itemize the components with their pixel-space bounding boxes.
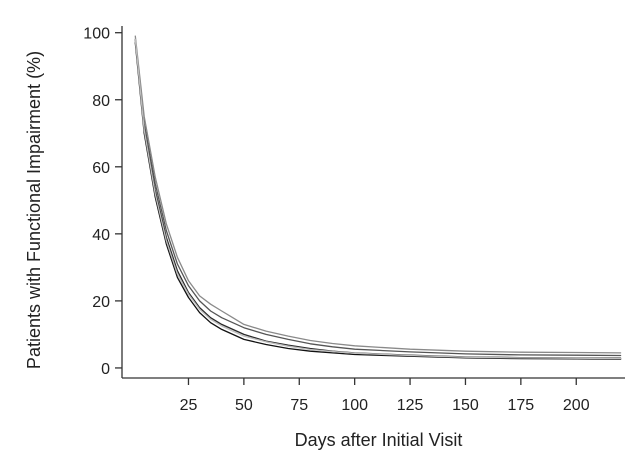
y-tick-label: 20	[92, 294, 110, 311]
x-tick-label: 50	[235, 397, 253, 414]
y-tick-label: 0	[101, 361, 110, 378]
y-tick-label: 60	[92, 160, 110, 177]
x-tick-label: 150	[452, 397, 479, 414]
x-tick-label: 75	[290, 397, 308, 414]
axes	[121, 26, 625, 379]
x-tick-label: 125	[397, 397, 424, 414]
ticks: 0 20 40 60 80 100 25 50 75 100 125 150 175 200	[83, 26, 589, 414]
x-tick-label: 100	[341, 397, 368, 414]
x-tick-label: 25	[180, 397, 198, 414]
series-line-1	[134, 42, 622, 360]
x-tick-label: 200	[563, 397, 590, 414]
series-line-5	[134, 38, 622, 360]
series-line-2	[134, 38, 622, 359]
y-tick-label: 80	[92, 93, 110, 110]
series-line-4	[134, 35, 622, 354]
series-line-3	[134, 38, 622, 357]
x-axis-label: Days after Initial Visit	[295, 430, 463, 450]
y-axis-label: Patients with Functional Impairment (%)	[24, 51, 44, 369]
x-tick-label: 175	[508, 397, 535, 414]
y-tick-label: 100	[83, 26, 110, 43]
series-group	[134, 35, 622, 360]
y-tick-label: 40	[92, 227, 110, 244]
